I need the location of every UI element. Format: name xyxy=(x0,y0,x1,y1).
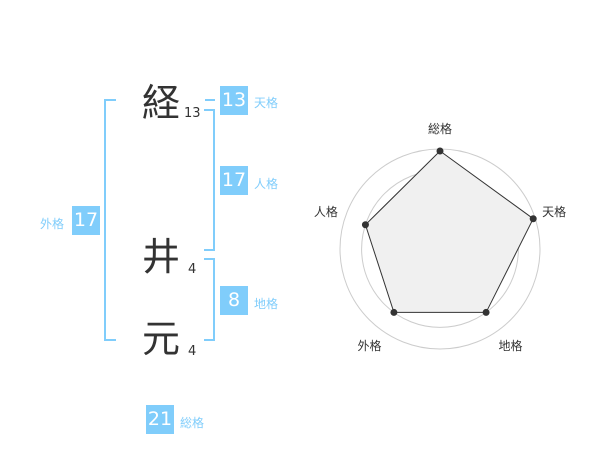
radar-point-4 xyxy=(361,221,369,229)
gaikaku-label: 外格 xyxy=(40,217,65,231)
chikaku-bracket xyxy=(204,258,215,341)
radar-polygon xyxy=(364,150,534,313)
radar-point-0 xyxy=(436,147,444,155)
radar-point-1 xyxy=(529,215,537,223)
radar-axis-label: 天格 xyxy=(542,204,566,219)
stroke-count-2: 4 xyxy=(188,262,197,277)
chikaku-value: 8 xyxy=(220,286,248,315)
jinkaku-label: 人格 xyxy=(254,177,279,191)
stroke-count-1: 13 xyxy=(184,106,201,121)
name-char-1: 経 xyxy=(142,81,181,125)
stroke-count-3: 4 xyxy=(188,344,197,359)
soukaku-value: 21 xyxy=(146,405,174,434)
name-char-3: 元 xyxy=(142,317,181,361)
soukaku-label: 総格 xyxy=(180,416,205,430)
gaikaku-value: 17 xyxy=(72,206,100,235)
radar-axis-label: 外格 xyxy=(357,338,381,353)
tenkaku-bracket xyxy=(205,99,215,101)
radar-point-3 xyxy=(390,308,398,316)
jinkaku-value: 17 xyxy=(220,166,248,195)
gaikaku-bracket xyxy=(104,99,116,341)
jinkaku-bracket xyxy=(204,109,215,251)
radar-point-2 xyxy=(482,308,490,316)
radar-axis-label: 人格 xyxy=(314,204,338,219)
tenkaku-label: 天格 xyxy=(254,96,279,110)
radar-axis-label: 総格 xyxy=(428,121,452,136)
tenkaku-value: 13 xyxy=(220,86,248,115)
radar-axis-label: 地格 xyxy=(499,338,523,353)
chikaku-label: 地格 xyxy=(254,297,279,311)
name-char-2: 井 xyxy=(142,235,181,279)
